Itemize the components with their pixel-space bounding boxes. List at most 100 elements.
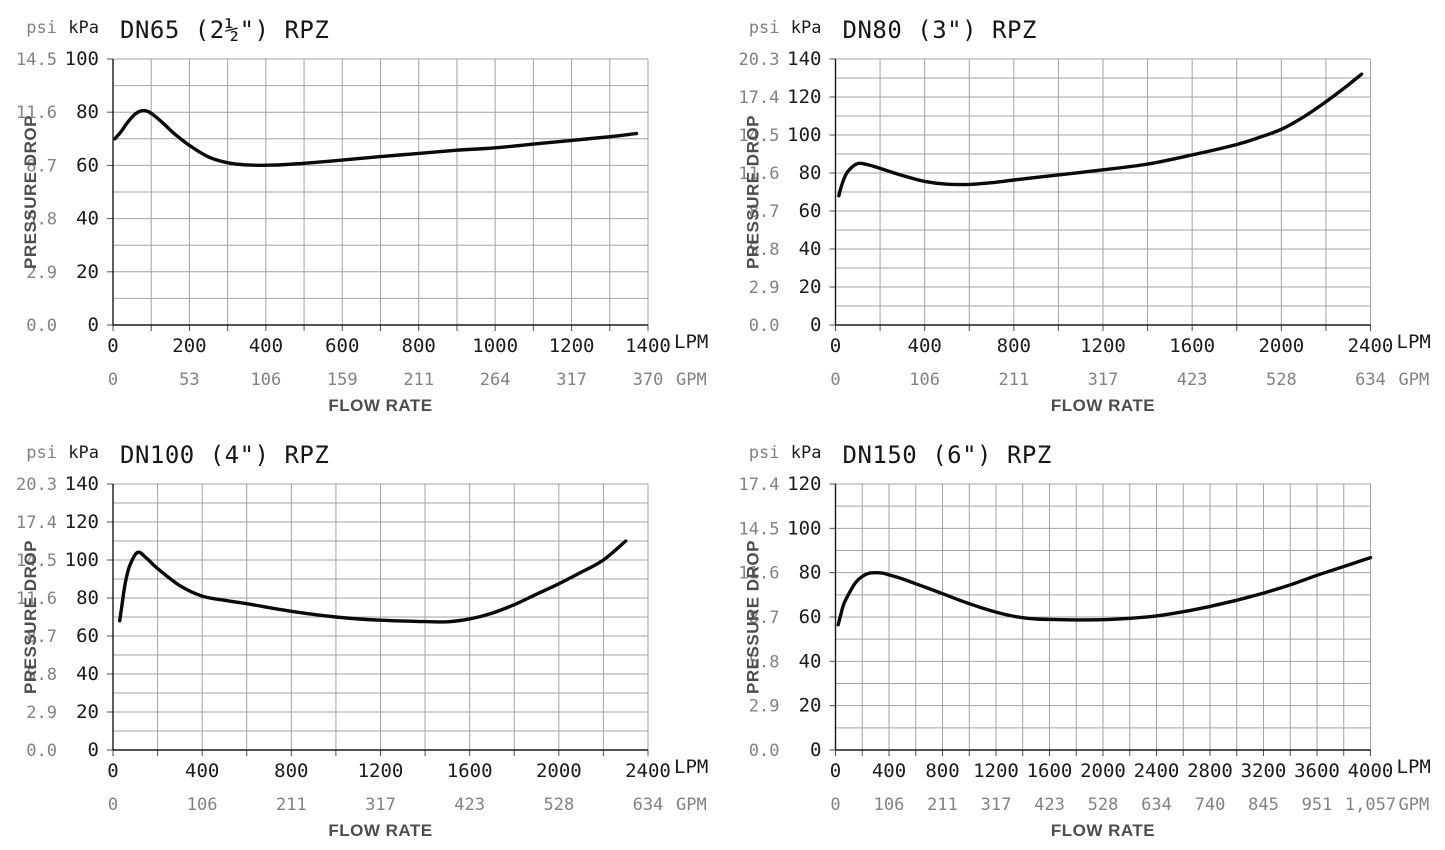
pressure-drop-curve <box>113 108 639 167</box>
psi-tick-label: 14.5 <box>16 551 57 571</box>
psi-tick-label: 17.4 <box>739 88 780 108</box>
kpa-tick-label: 20 <box>76 261 99 283</box>
kpa-unit-header: kPa <box>68 18 99 38</box>
axis-ticks <box>829 58 1371 331</box>
lpm-tick-label: 3200 <box>1241 760 1287 782</box>
gpm-tick-label: 1,057 <box>1345 795 1396 815</box>
lpm-tick-label: 1200 <box>973 760 1019 782</box>
psi-tick-label: 17.4 <box>16 513 57 533</box>
x-axis-caption: FLOW RATE <box>328 396 432 415</box>
lpm-unit-label: LPM <box>1397 331 1431 353</box>
kpa-tick-label: 0 <box>88 739 99 761</box>
gpm-tick-label: 211 <box>403 370 434 390</box>
chart-dn80-rpz: DN80 (3") RPZ psi kPa 0.0 0 2.9 20 5.8 40 8.7 60 11… <box>722 0 1445 425</box>
psi-tick-label: 5.8 <box>26 210 57 230</box>
gpm-tick-label: 370 <box>633 370 664 390</box>
lpm-tick-label: 0 <box>830 335 841 357</box>
kpa-tick-label: 140 <box>65 473 99 495</box>
lpm-tick-label: 800 <box>402 335 436 357</box>
y-axis-caption: PRESSURE DROP <box>21 540 40 694</box>
gpm-tick-label: 317 <box>981 795 1012 815</box>
psi-tick-label: 2.9 <box>26 703 57 723</box>
psi-unit-header: psi <box>26 18 57 38</box>
kpa-tick-label: 20 <box>799 695 822 717</box>
y-axis-tick-labels: 0.0 0 2.9 20 5.8 40 8.7 60 11.6 80 14.5 100 17.4 120 2… <box>16 473 99 761</box>
axis-ticks <box>107 483 649 756</box>
psi-tick-label: 20.3 <box>739 50 780 70</box>
pressure-drop-curve <box>837 72 1364 198</box>
pressure-drop-curve <box>118 539 628 624</box>
lpm-tick-label: 0 <box>107 335 118 357</box>
chart-title: DN100 (4") RPZ <box>120 441 329 469</box>
psi-tick-label: 0.0 <box>26 741 57 761</box>
psi-tick-label: 5.8 <box>26 665 57 685</box>
kpa-tick-label: 100 <box>787 517 821 539</box>
axis-ticks <box>829 483 1371 756</box>
lpm-tick-label: 0 <box>107 760 118 782</box>
kpa-tick-label: 0 <box>810 739 821 761</box>
psi-tick-label: 8.7 <box>749 202 780 222</box>
chart-title: DN80 (3") RPZ <box>843 16 1037 44</box>
psi-tick-label: 2.9 <box>749 697 780 717</box>
lpm-tick-label: 1200 <box>1080 335 1126 357</box>
lpm-tick-label: 800 <box>925 760 959 782</box>
kpa-tick-label: 120 <box>787 86 821 108</box>
kpa-tick-label: 60 <box>76 625 99 647</box>
lpm-tick-label: 1600 <box>1027 760 1073 782</box>
psi-tick-label: 8.7 <box>749 608 780 628</box>
gpm-tick-label: 634 <box>633 795 664 815</box>
psi-tick-label: 8.7 <box>26 156 57 176</box>
kpa-tick-label: 0 <box>810 314 821 336</box>
y-axis-caption: PRESSURE DROP <box>21 115 40 269</box>
psi-tick-label: 14.5 <box>739 519 780 539</box>
kpa-unit-header: kPa <box>791 18 822 38</box>
lpm-tick-label: 1400 <box>625 335 671 357</box>
gpm-tick-label: 845 <box>1248 795 1279 815</box>
gpm-tick-label: 264 <box>480 370 511 390</box>
gpm-unit-label: GPM <box>676 370 707 390</box>
gpm-tick-label: 740 <box>1195 795 1226 815</box>
gpm-tick-label: 423 <box>1034 795 1065 815</box>
psi-unit-header: psi <box>26 443 57 463</box>
y-axis-tick-labels: 0.0 0 2.9 20 5.8 40 8.7 60 11.6 80 14.5 100 17.4 120 <box>739 473 822 761</box>
kpa-tick-label: 100 <box>65 549 99 571</box>
lpm-tick-label: 2000 <box>1258 335 1304 357</box>
x-axis-tick-labels: 0 400 800 1200 1600 2000 2400 0 106 211 317 423 528 6… <box>107 760 671 815</box>
lpm-tick-label: 1600 <box>447 760 493 782</box>
kpa-tick-label: 20 <box>799 276 822 298</box>
psi-tick-label: 17.4 <box>739 475 780 495</box>
psi-tick-label: 0.0 <box>749 741 780 761</box>
lpm-tick-label: 800 <box>274 760 308 782</box>
kpa-tick-label: 80 <box>76 101 99 123</box>
lpm-tick-label: 2400 <box>1134 760 1180 782</box>
lpm-tick-label: 400 <box>185 760 219 782</box>
axes <box>834 484 1371 751</box>
gpm-tick-label: 317 <box>1088 370 1119 390</box>
x-axis-caption: FLOW RATE <box>1051 821 1155 840</box>
y-axis-tick-labels: 0.0 0 2.9 20 5.8 40 8.7 60 11.6 80 14.5 100 <box>16 48 99 336</box>
x-axis-tick-labels: 0 200 400 600 800 1000 1200 1400 0 53 106 159 211 264… <box>107 335 671 390</box>
psi-tick-label: 0.0 <box>26 316 57 336</box>
psi-tick-label: 11.6 <box>16 103 57 123</box>
grid-lines <box>835 58 1371 325</box>
lpm-tick-label: 2800 <box>1187 760 1233 782</box>
gpm-tick-label: 211 <box>276 795 307 815</box>
lpm-tick-label: 400 <box>249 335 283 357</box>
lpm-tick-label: 2400 <box>1348 335 1394 357</box>
lpm-tick-label: 200 <box>172 335 206 357</box>
gpm-tick-label: 106 <box>909 370 940 390</box>
kpa-tick-label: 40 <box>76 208 99 230</box>
gpm-unit-label: GPM <box>1399 370 1430 390</box>
gpm-tick-label: 423 <box>1177 370 1208 390</box>
psi-tick-label: 0.0 <box>749 316 780 336</box>
psi-tick-label: 2.9 <box>749 278 780 298</box>
psi-unit-header: psi <box>749 443 780 463</box>
psi-tick-label: 11.6 <box>16 589 57 609</box>
kpa-tick-label: 60 <box>799 606 822 628</box>
psi-tick-label: 2.9 <box>26 263 57 283</box>
kpa-tick-label: 140 <box>787 48 821 70</box>
chart-dn100-rpz: DN100 (4") RPZ psi kPa 0.0 0 2.9 20 5.8 40 8.7 60 1… <box>0 425 722 850</box>
x-axis-caption: FLOW RATE <box>328 821 432 840</box>
gpm-tick-label: 0 <box>830 370 840 390</box>
chart-dn150-rpz: DN150 (6") RPZ psi kPa 0.0 0 2.9 20 5.8 40 8.7 60 1… <box>722 425 1445 850</box>
